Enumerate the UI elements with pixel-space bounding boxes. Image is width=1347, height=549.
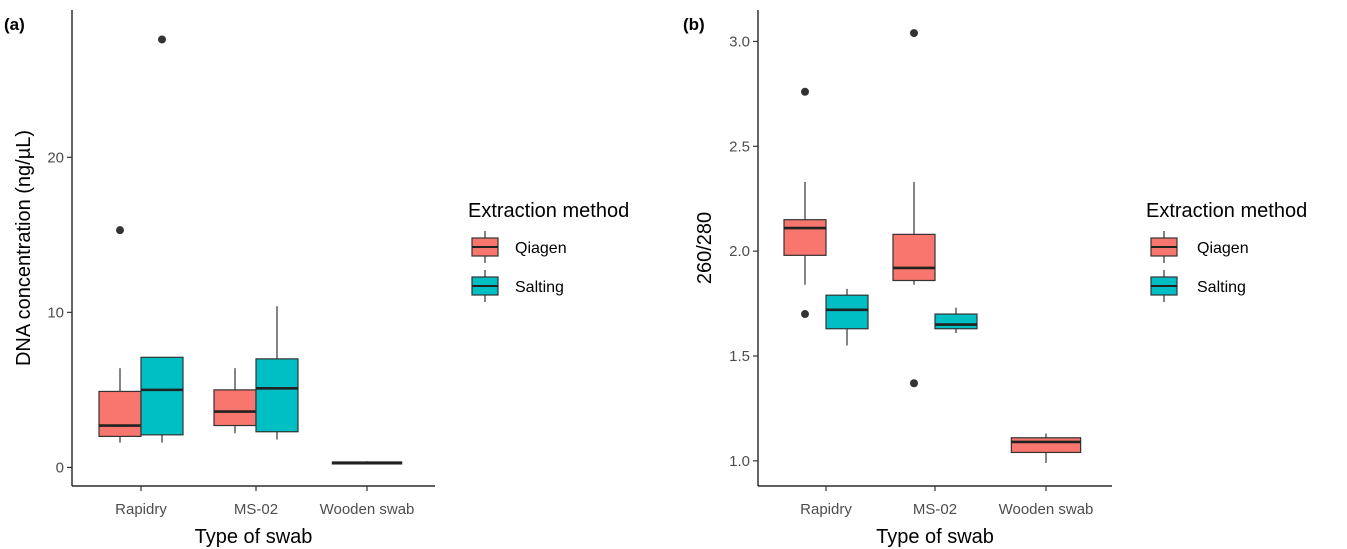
box-salting-ms-02 bbox=[934, 307, 978, 333]
box-qiagen-wooden-swab bbox=[331, 461, 403, 465]
x-tick-label: Wooden swab bbox=[999, 501, 1094, 518]
legend-item-qiagen: Qiagen bbox=[471, 231, 567, 263]
y-tick-label: 3.0 bbox=[729, 33, 750, 50]
y-axis-title: DNA concentration (ng/µL) bbox=[13, 130, 35, 366]
outlier-point bbox=[158, 35, 166, 44]
x-tick-label: MS-02 bbox=[234, 501, 278, 518]
chart-panel-a: (a) 0 10 20 Rapidry MS-02 Wooden swab Type of s… bbox=[4, 10, 629, 548]
box-body bbox=[140, 356, 184, 436]
y-tick-label: 1.5 bbox=[729, 348, 750, 365]
box-salting-rapidry bbox=[825, 288, 869, 346]
box-body bbox=[1010, 437, 1082, 454]
y-tick-label: 10 bbox=[47, 304, 64, 321]
x-axis-title: Type of swab bbox=[876, 526, 994, 548]
outlier-point bbox=[910, 379, 918, 388]
y-tick-label: 0 bbox=[56, 459, 64, 476]
box-salting-rapidry bbox=[140, 35, 184, 443]
x-tick-label: Rapidry bbox=[115, 501, 167, 518]
y-axis-title: 260/280 bbox=[694, 212, 716, 284]
outlier-point bbox=[910, 29, 918, 38]
legend-label: Salting bbox=[515, 279, 564, 296]
outlier-point bbox=[801, 310, 809, 319]
y-tick-label: 2.0 bbox=[729, 243, 750, 260]
box-body bbox=[98, 390, 142, 437]
y-tick-label: 2.5 bbox=[729, 138, 750, 155]
panel-label: (a) bbox=[4, 15, 25, 34]
x-tick-label: MS-02 bbox=[913, 501, 957, 518]
panel-label: (b) bbox=[683, 15, 705, 34]
box-body bbox=[255, 358, 299, 433]
box-qiagen-rapidry bbox=[98, 226, 142, 443]
box-qiagen-rapidry bbox=[783, 87, 827, 319]
outlier-point bbox=[116, 226, 124, 235]
box-body bbox=[825, 294, 869, 330]
legend: Extraction method Qiagen Salting bbox=[468, 200, 629, 302]
box-body bbox=[783, 219, 827, 256]
y-tick-label: 20 bbox=[47, 149, 64, 166]
legend: Extraction method Qiagen Salting bbox=[1146, 200, 1307, 302]
legend-label: Qiagen bbox=[1197, 240, 1249, 257]
chart-panel-b: (b) 1.0 1.5 2.0 2.5 3.0 Rapidry MS-02 Wooden swa… bbox=[683, 10, 1307, 548]
box-body bbox=[934, 313, 978, 330]
x-tick-label: Rapidry bbox=[800, 501, 852, 518]
legend-title: Extraction method bbox=[468, 200, 629, 222]
box-body bbox=[892, 233, 936, 282]
box-body bbox=[213, 389, 257, 427]
y-tick-label: 1.0 bbox=[729, 453, 750, 470]
box-qiagen-ms-02 bbox=[213, 368, 257, 434]
x-axis-title: Type of swab bbox=[195, 526, 313, 548]
box-salting-ms-02 bbox=[255, 306, 299, 440]
legend-item-qiagen: Qiagen bbox=[1150, 231, 1249, 263]
legend-label: Qiagen bbox=[515, 240, 567, 257]
legend-title: Extraction method bbox=[1146, 200, 1307, 222]
outlier-point bbox=[801, 87, 809, 96]
box-qiagen-ms-02 bbox=[892, 29, 936, 388]
legend-item-salting: Salting bbox=[1150, 270, 1246, 302]
x-tick-label: Wooden swab bbox=[320, 501, 415, 518]
box-qiagen-wooden-swab bbox=[1010, 433, 1082, 463]
legend-item-salting: Salting bbox=[471, 270, 564, 302]
legend-label: Salting bbox=[1197, 279, 1246, 296]
